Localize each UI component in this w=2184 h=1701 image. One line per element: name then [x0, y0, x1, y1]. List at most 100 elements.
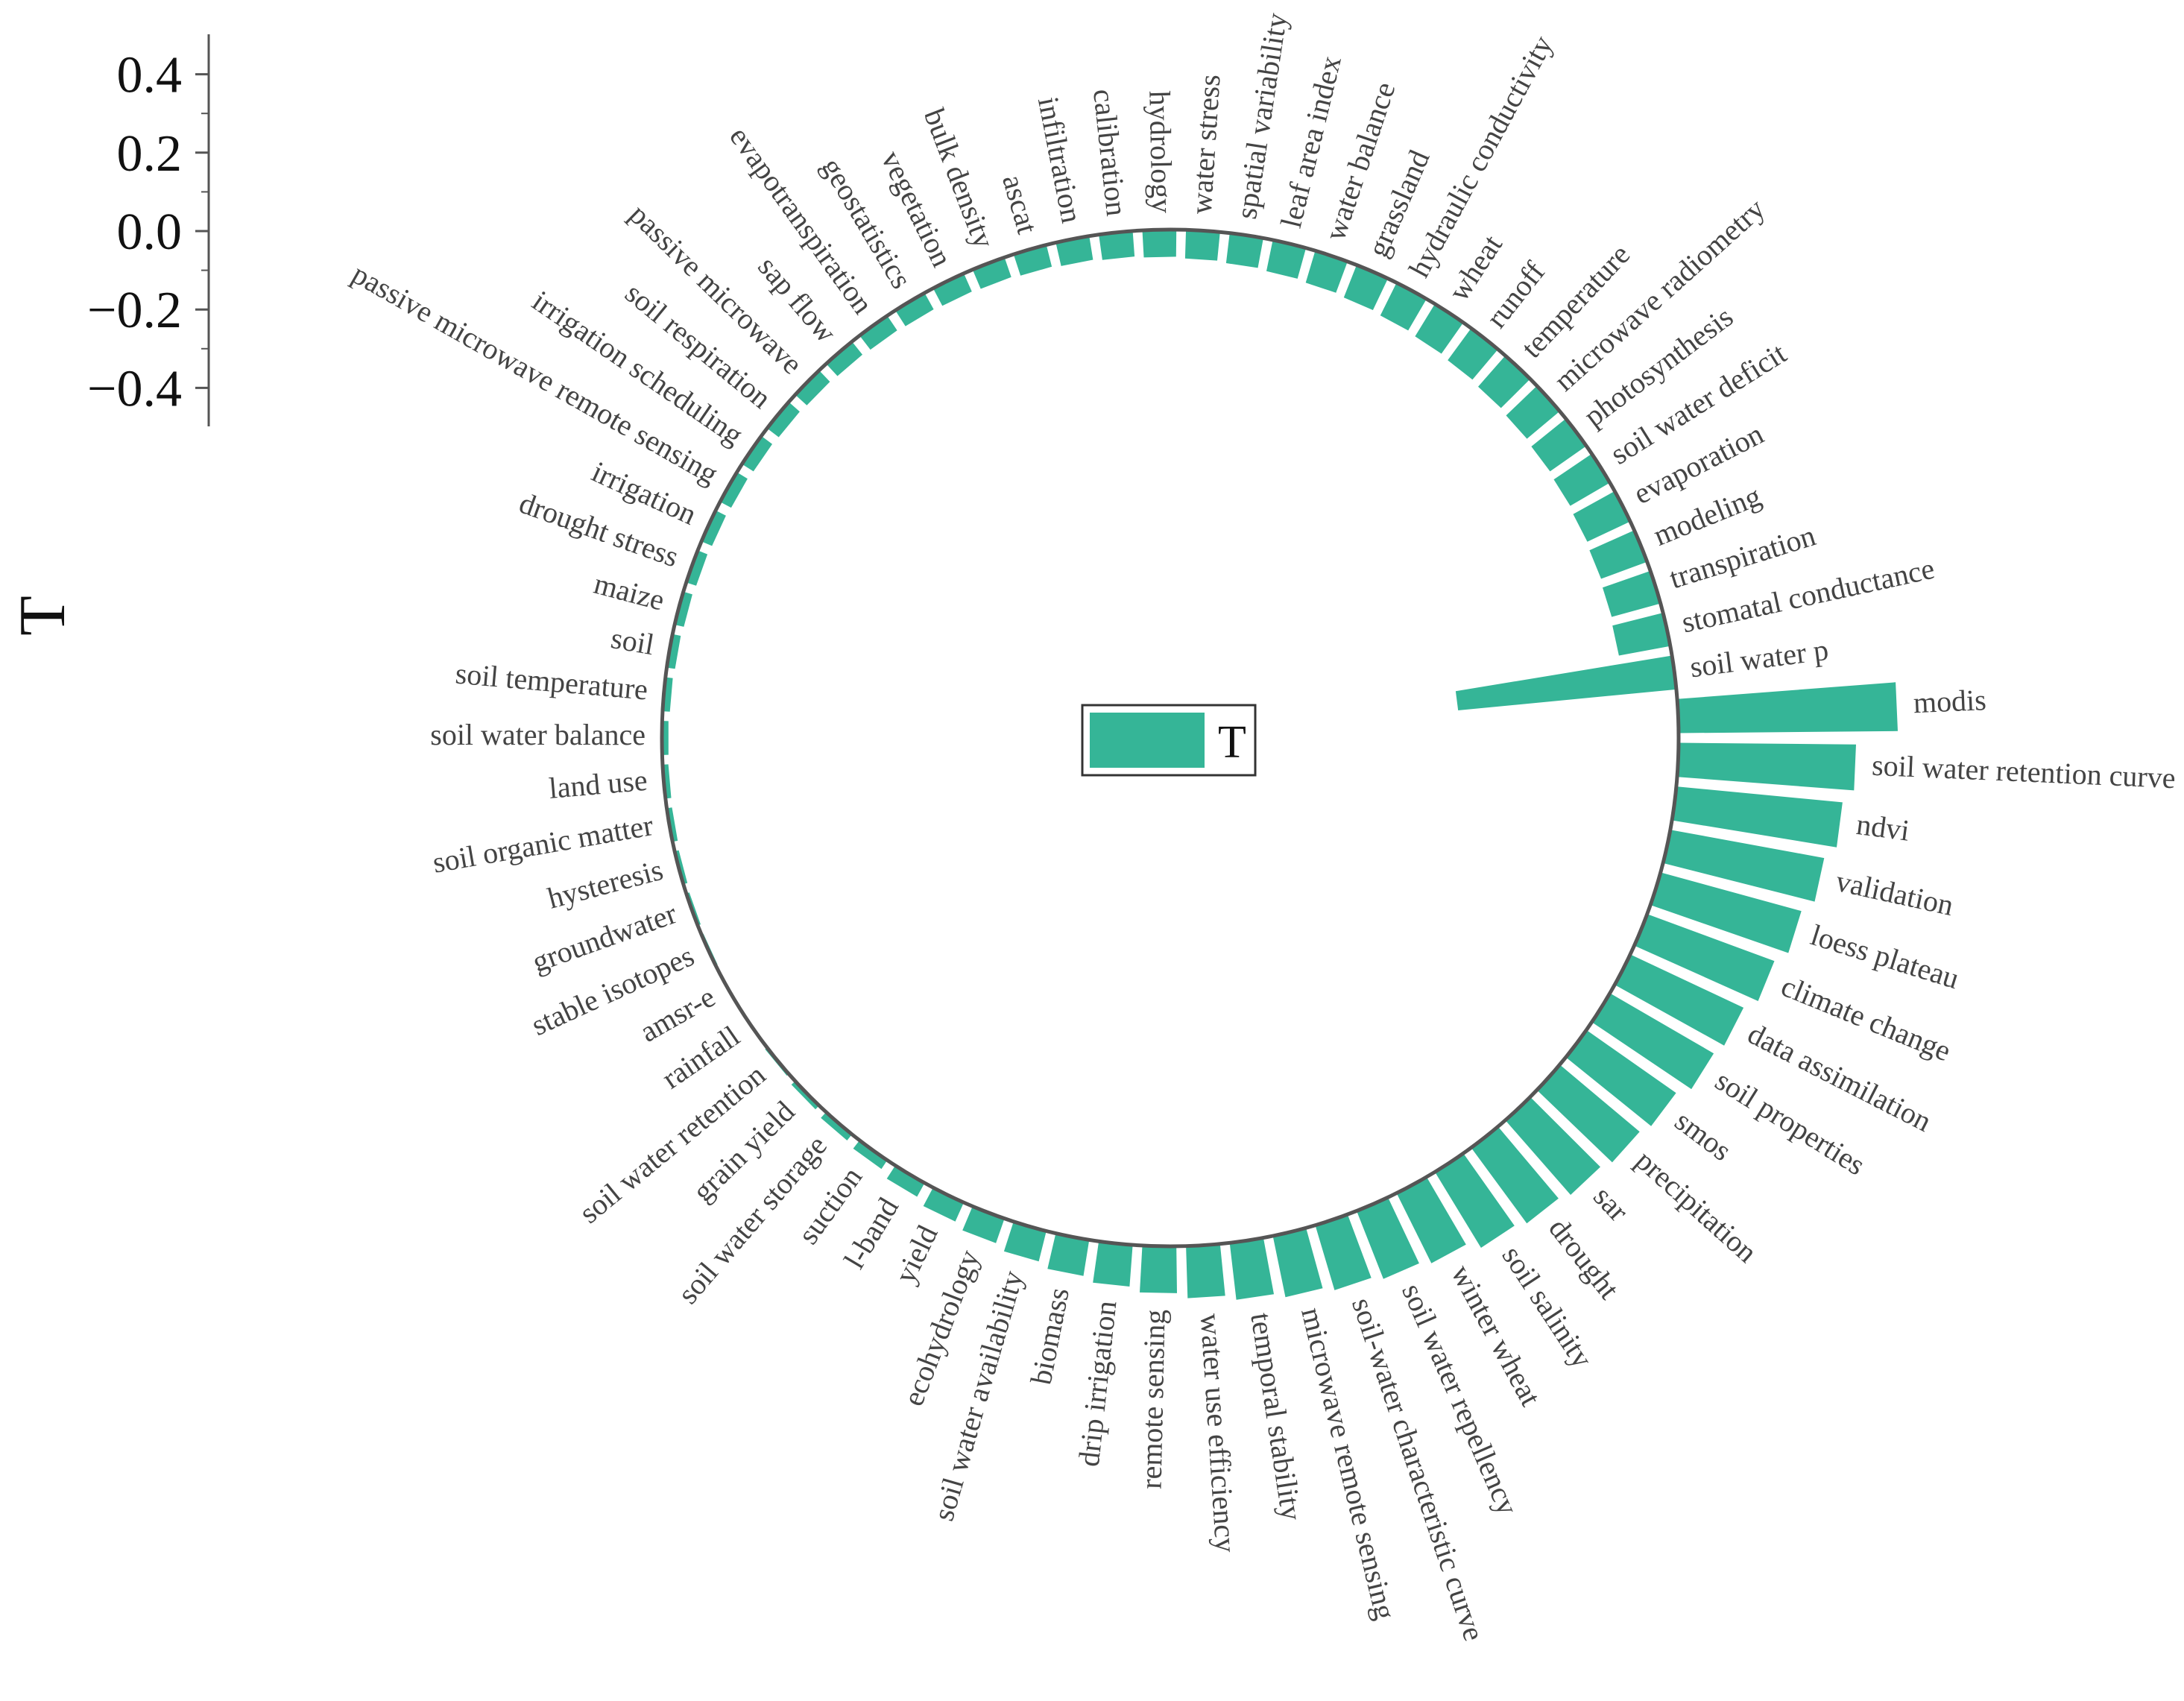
bar — [1589, 530, 1647, 579]
bar — [1093, 1241, 1133, 1287]
legend-label: T — [1218, 717, 1246, 768]
bar — [895, 292, 934, 326]
bar — [1448, 328, 1498, 380]
bar — [1055, 236, 1093, 266]
bar — [1677, 742, 1856, 791]
bar — [886, 1165, 925, 1197]
category-label: infiltration — [1032, 94, 1089, 226]
bar — [686, 550, 708, 586]
bar — [1455, 655, 1676, 710]
bar — [742, 435, 772, 472]
category-labels: modis soil water retention curve ndvi valid… — [347, 10, 2177, 1644]
bar — [1672, 786, 1843, 848]
y-tick-label: 0.0 — [117, 203, 183, 261]
bars — [662, 230, 1898, 1300]
bar — [1396, 1177, 1466, 1263]
y-tick-label: −0.4 — [87, 360, 182, 417]
bar — [1612, 613, 1670, 656]
bar — [1225, 233, 1263, 268]
bar — [720, 472, 748, 508]
bar — [1553, 453, 1610, 506]
category-label: validation — [1833, 864, 1957, 922]
bar — [1229, 1237, 1274, 1300]
bar — [1603, 570, 1661, 617]
bar — [1047, 1233, 1090, 1276]
bar — [1305, 250, 1348, 293]
category-label: soil temperature — [454, 657, 649, 707]
bar — [1357, 1197, 1419, 1279]
bar — [1506, 385, 1560, 439]
y-ticks: 0.4 0.2 0.0 −0.2 −0.4 — [87, 47, 209, 417]
y-tick-label: −0.2 — [87, 282, 182, 339]
legend: T — [1081, 704, 1257, 777]
category-label: hydrology — [1143, 90, 1179, 213]
category-label: remote sensing — [1134, 1309, 1172, 1489]
bar — [821, 1112, 852, 1140]
bar — [1003, 1221, 1047, 1262]
category-label: precipitation — [1629, 1143, 1764, 1269]
legend-swatch — [1090, 713, 1205, 768]
bar — [1650, 872, 1802, 953]
bar — [972, 257, 1011, 289]
category-label: smos — [1669, 1104, 1738, 1167]
bar — [1184, 230, 1220, 261]
bar — [1140, 1246, 1177, 1293]
bar — [795, 370, 830, 405]
bar — [1380, 283, 1427, 331]
bar — [1573, 490, 1631, 542]
category-label: soil — [608, 621, 657, 661]
category-label: ascat — [996, 171, 1044, 237]
bar — [932, 273, 972, 306]
bar — [1142, 230, 1177, 258]
bar — [923, 1187, 964, 1222]
bar — [1531, 418, 1587, 472]
bar — [1536, 1064, 1640, 1163]
y-tick-label: 0.4 — [117, 47, 183, 104]
bar — [1634, 914, 1775, 1001]
bar — [791, 1081, 819, 1110]
category-label: modis — [1913, 683, 1987, 719]
bar — [1615, 954, 1744, 1046]
category-label: temporal stability — [1244, 1310, 1309, 1523]
radial-axis: 0.4 0.2 0.0 −0.2 −0.4 — [87, 34, 210, 426]
bar — [1099, 230, 1135, 260]
category-label: loess plateau — [1807, 918, 1963, 995]
bar — [675, 591, 692, 627]
category-label: drip irrigation — [1072, 1299, 1123, 1468]
category-label: water stress — [1184, 73, 1227, 215]
category-label: biomass — [1024, 1285, 1076, 1387]
bar — [1505, 1096, 1600, 1195]
y-tick-label: 0.2 — [117, 125, 183, 183]
bar — [1663, 830, 1825, 902]
category-label: land use — [548, 763, 649, 805]
category-label: soil water retention curve — [1871, 748, 2176, 795]
category-label: calibration — [1087, 87, 1134, 218]
baseline-circle — [660, 227, 1681, 1249]
bar — [1343, 265, 1388, 310]
bar — [1266, 240, 1307, 279]
bar — [1186, 1243, 1225, 1298]
bar — [859, 315, 897, 350]
bar — [701, 510, 726, 546]
category-label: soil water p — [1688, 633, 1831, 684]
category-label: yield — [888, 1220, 944, 1289]
category-label: soil water balance — [430, 718, 646, 751]
bar — [1272, 1228, 1323, 1298]
bar — [767, 402, 800, 438]
bar — [1565, 1029, 1676, 1126]
bar — [1415, 303, 1464, 354]
bar — [1435, 1153, 1515, 1248]
bar — [1315, 1214, 1372, 1290]
bar — [826, 341, 862, 376]
category-label: ndvi — [1855, 807, 1911, 848]
category-label: sar — [1587, 1179, 1635, 1228]
bar — [1591, 993, 1714, 1090]
bar — [853, 1140, 888, 1170]
category-label: water use efficiency — [1194, 1313, 1243, 1554]
category-label: maize — [590, 567, 668, 617]
y-axis-label: T — [7, 596, 79, 636]
bar — [666, 634, 681, 669]
bar — [1677, 682, 1898, 733]
